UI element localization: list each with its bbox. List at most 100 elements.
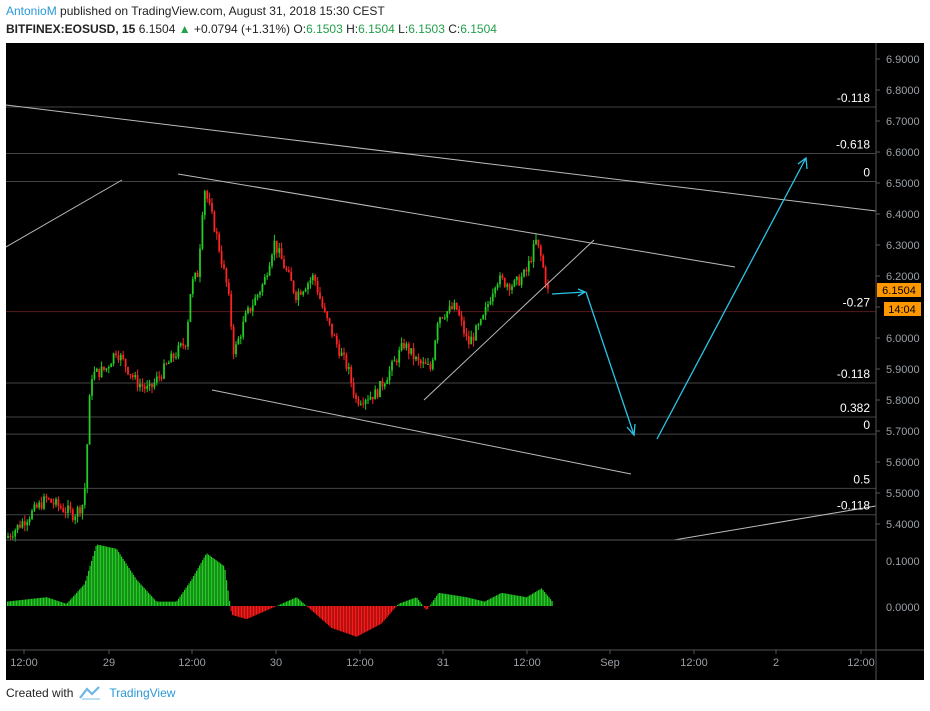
histogram-bar [355,606,357,637]
candle-body [158,376,161,378]
candle-body [537,239,540,247]
histogram-bar [389,606,391,614]
candle-body [463,320,465,334]
histogram-bar [64,603,66,606]
descending-resistance-line[interactable] [177,173,736,268]
histogram-bar [197,568,199,606]
candle-body [81,505,84,514]
candle-body [57,499,60,507]
histogram-bar [442,593,444,606]
candle-body [499,275,501,285]
candle-body [429,364,432,370]
candle-body [436,323,439,341]
histogram-bar [82,586,84,606]
time-axis[interactable]: 12:00 29 12:00 30 12:00 31 12:00 Sep 12:00 2 12:00 [10,650,875,669]
histogram-bar [281,603,283,606]
candle-body [47,498,50,500]
rising-wedge-line[interactable] [423,239,595,401]
histogram-bar [218,562,220,606]
candle-body [155,376,158,383]
histogram-bar [310,606,312,610]
price-tick-label: 6.7000 [886,116,920,128]
candle-body [74,516,77,520]
candle-body [242,321,245,337]
last-price-badge [877,283,921,297]
projection-arrow-3[interactable] [656,157,807,440]
histogram-bar [125,563,127,606]
histogram-bar [502,592,504,606]
histogram-bar [464,596,466,606]
histogram-bar [124,561,126,606]
candle-body [460,315,463,321]
candle-series[interactable] [7,189,549,542]
histogram-bar [401,602,403,606]
histogram-bar [50,598,52,606]
time-tick-label: 31 [437,657,449,669]
histogram-bar [308,606,310,609]
descending-support-line[interactable] [211,389,632,475]
histogram-bar [103,545,105,606]
histogram-bar [427,606,429,609]
histogram-bar [251,606,253,617]
candle-body [304,289,307,292]
histogram-bar [238,606,240,617]
author-link[interactable]: AntonioM [6,4,57,18]
candle-body [256,294,259,298]
price-tick-label: 5.7000 [886,426,920,438]
histogram-bar [185,587,187,606]
histogram-bar [349,606,351,635]
histogram-bar [413,598,415,606]
candle-body [314,275,317,281]
tradingview-brand-link[interactable]: TradingView [109,686,176,700]
histogram-bar [494,596,496,606]
candle-body [446,311,449,318]
histogram-bar [455,595,457,606]
histogram-bar [149,594,151,606]
histogram-bar [44,597,46,606]
histogram-bar [350,606,352,635]
candle-body [23,521,26,526]
histogram-bar [106,546,108,606]
histogram-bar [454,595,456,606]
candle-body [261,284,264,293]
histogram-bar [505,593,507,606]
candle-body [107,367,110,369]
histogram-bar [137,581,139,606]
time-tick-label: 12:00 [680,657,708,669]
histogram-bar [224,569,226,606]
histogram-bar [443,593,445,606]
candle-body [513,280,516,287]
histogram-bar [496,595,498,606]
fib-level-label: -0.118 [837,499,870,513]
histogram-bar [40,597,42,606]
histogram-bar [551,601,553,606]
candle-body [494,287,497,294]
trading-chart[interactable]: -0.118 -0.618 0 -0.27 -0.118 0.382 0 0.5-0.118 … [6,43,924,680]
histogram-bar [362,606,364,634]
candle-body [357,398,360,405]
projection-arrow-2[interactable] [585,291,635,436]
candle-body [299,291,302,295]
histogram-bar [227,590,229,606]
candle-body [307,283,309,290]
histogram-bar [62,602,64,606]
candle-body [333,335,336,337]
histogram-bar [107,546,109,606]
histogram-bar [403,601,405,606]
candle-body [410,348,413,354]
upper-channel-line[interactable] [6,104,877,212]
projection-arrow-1[interactable] [551,291,586,295]
left-trendline[interactable] [6,179,123,248]
histogram-bar [200,562,202,606]
histogram-bar [536,591,538,606]
candle-body [453,302,456,310]
drawing-layer[interactable] [6,104,877,541]
histogram-bar [428,606,430,607]
bottom-trendline[interactable] [673,505,877,541]
candle-body [134,375,137,378]
histogram-bar [343,606,345,633]
candle-body [415,356,417,360]
price-axis[interactable]: 6.9000 6.8000 6.7000 6.6000 6.5000 6.4000 6.30… [876,54,920,531]
histogram-bar [230,606,232,612]
header-line-1: AntonioM published on TradingView.com, A… [6,4,385,18]
